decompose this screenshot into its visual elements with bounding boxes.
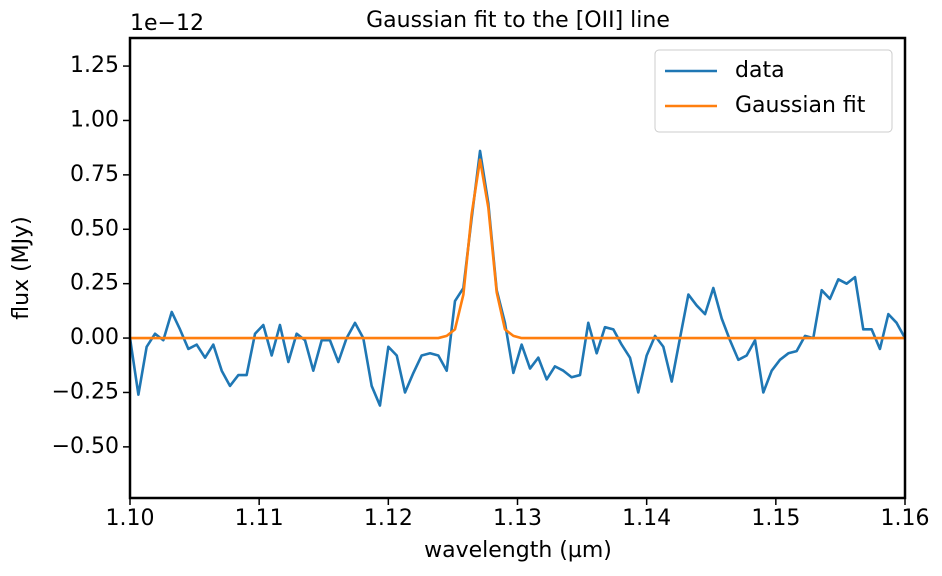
y-tick-label: 1.25 — [70, 53, 119, 78]
offset-text: 1e−12 — [130, 11, 204, 36]
y-tick-label: 0.50 — [70, 216, 119, 241]
y-tick-label: 1.00 — [70, 107, 119, 132]
y-axis-label: flux (MJy) — [9, 216, 34, 319]
x-tick-label: 1.10 — [106, 506, 155, 531]
plot-frame — [128, 36, 907, 500]
data-line — [128, 149, 907, 407]
y-tick-label: −0.50 — [52, 434, 119, 459]
y-tick-label: −0.25 — [52, 379, 119, 404]
y-tick-label: 0.75 — [70, 162, 119, 187]
x-tick-label: 1.14 — [622, 506, 671, 531]
data-line — [130, 158, 905, 340]
x-axis-label: wavelength (µm) — [424, 538, 612, 563]
x-tick-label: 1.13 — [493, 506, 542, 531]
x-tick-label: 1.11 — [235, 506, 284, 531]
x-tick-label: 1.16 — [881, 506, 930, 531]
chart-title: Gaussian fit to the [OII] line — [366, 8, 670, 33]
legend-label: Gaussian fit — [735, 93, 866, 118]
y-tick-label: 0.25 — [70, 271, 119, 296]
legend-label: data — [735, 58, 785, 83]
x-tick-label: 1.15 — [751, 506, 800, 531]
y-tick-label: 0.00 — [70, 325, 119, 350]
x-tick-label: 1.12 — [364, 506, 413, 531]
